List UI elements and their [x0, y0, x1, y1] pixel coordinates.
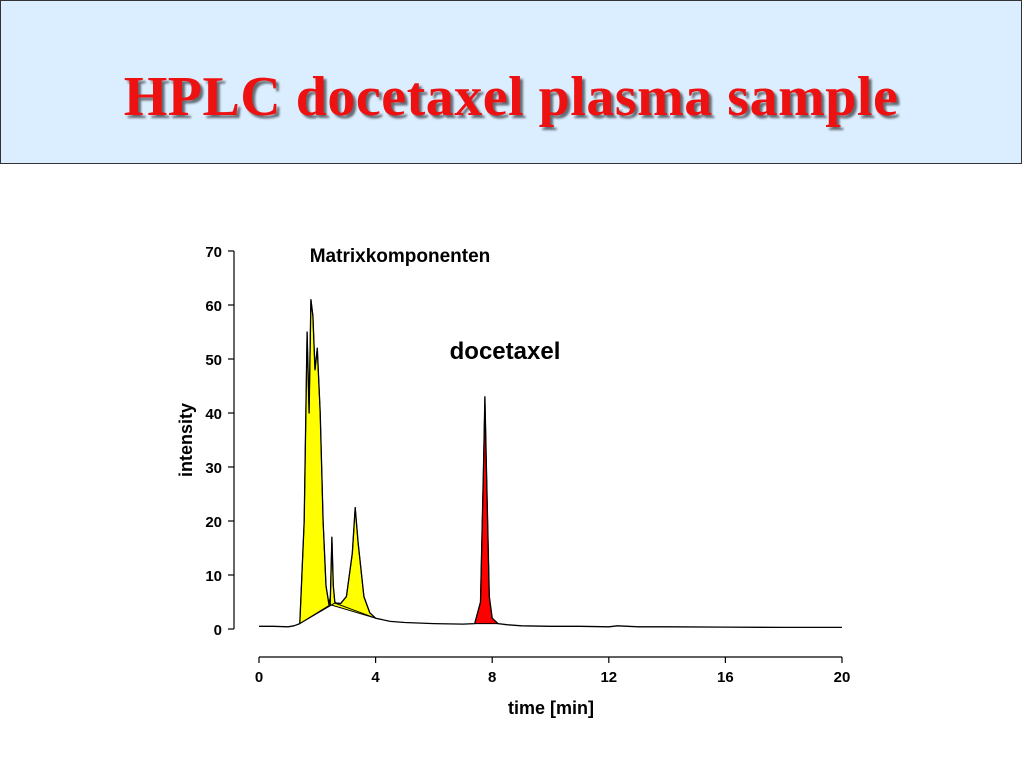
slide-title: HPLC docetaxel plasma sample	[123, 66, 899, 128]
y-tick-label: 10	[205, 568, 222, 585]
chromatogram-trace	[259, 298, 842, 629]
x-tick-label: 12	[600, 669, 617, 686]
annotation-docetaxel: docetaxel	[450, 338, 561, 365]
y-tick-label: 70	[205, 244, 222, 261]
axes	[233, 251, 842, 658]
y-tick-label: 50	[205, 352, 222, 369]
ticks: 0 10 20 30 40 50 60 70 0 4 8 12 16 20	[205, 244, 850, 686]
y-tick-label: 30	[205, 460, 222, 477]
y-tick-label: 20	[205, 514, 222, 531]
x-tick-label: 20	[834, 669, 851, 686]
peak-fill-1	[329, 507, 376, 619]
y-tick-label: 40	[205, 406, 222, 423]
x-tick-label: 4	[371, 669, 380, 686]
trace-layer	[259, 298, 842, 629]
annotation-matrixkomponenten: Matrixkomponenten	[310, 246, 491, 267]
x-tick-label: 16	[717, 669, 734, 686]
x-tick-label: 0	[255, 669, 263, 686]
y-tick-label: 60	[205, 298, 222, 315]
peak-fill-2	[474, 396, 500, 625]
x-axis-label: time [min]	[508, 698, 594, 718]
integration-baseline	[299, 602, 376, 625]
y-tick-label: 0	[214, 622, 222, 639]
y-axis-label: intensity	[176, 403, 196, 477]
x-tick-label: 8	[488, 669, 496, 686]
title-banner: HPLC docetaxel plasma sample	[0, 0, 1022, 164]
